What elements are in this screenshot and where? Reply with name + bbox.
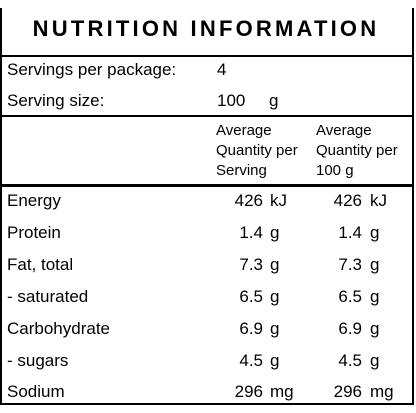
divider-table [0, 184, 412, 187]
per-100g-value: 1.4 [338, 223, 362, 242]
per-100g-value: 6.9 [338, 319, 362, 338]
per-serving-value: 426 [234, 191, 263, 210]
per-100g-unit: g [370, 255, 380, 274]
per-serving-value: 6.5 [239, 287, 263, 306]
column-header-line: Serving [216, 162, 267, 179]
serving-size-unit: g [269, 91, 279, 110]
per-100g-value: 7.3 [338, 255, 362, 274]
per-serving-value: 1.4 [239, 223, 263, 242]
nutrient-name: Energy [7, 191, 61, 210]
per-serving-unit: g [270, 287, 280, 306]
per-100g-unit: g [370, 319, 380, 338]
column-header-line: 100 g [316, 162, 354, 179]
per-serving-value: 6.9 [239, 319, 263, 338]
per-100g-unit: mg [370, 382, 394, 401]
per-100g-unit: kJ [370, 191, 387, 210]
divider-header [0, 115, 412, 117]
nutrient-name: Fat, total [7, 255, 74, 274]
column-header-per-100g: Average Quantity per 100 g [316, 121, 398, 181]
per-100g-value: 4.5 [338, 351, 362, 370]
nutrient-name: Carbohydrate [7, 319, 111, 338]
column-header-per-serving: Average Quantity per Serving [216, 121, 298, 181]
column-header-line: Average [316, 122, 372, 139]
per-serving-unit: g [270, 319, 280, 338]
per-serving-value: 7.3 [239, 255, 263, 274]
nutrition-panel [0, 8, 414, 405]
nutrient-name: Sodium [7, 382, 65, 401]
per-100g-unit: g [370, 223, 380, 242]
per-100g-value: 6.5 [338, 287, 362, 306]
servings-per-package-value: 4 [217, 60, 227, 79]
per-serving-unit: kJ [270, 191, 287, 210]
nutrient-name: Protein [7, 223, 61, 242]
column-header-line: Average [216, 122, 272, 139]
divider-title [0, 55, 412, 57]
panel-title: NUTRITION INFORMATION [32, 16, 380, 41]
column-header-line: Quantity per [216, 142, 298, 159]
per-serving-unit: mg [270, 382, 294, 401]
per-serving-value: 296 [234, 382, 263, 401]
per-100g-unit: g [370, 351, 380, 370]
per-serving-unit: g [270, 223, 280, 242]
per-serving-value: 4.5 [239, 351, 263, 370]
per-100g-unit: g [370, 287, 380, 306]
per-100g-value: 426 [333, 191, 362, 210]
per-serving-unit: g [270, 351, 280, 370]
nutrient-name: - saturated [7, 287, 89, 306]
column-header-line: Quantity per [316, 142, 398, 159]
serving-size-value: 100 [217, 91, 246, 110]
per-serving-unit: g [270, 255, 280, 274]
serving-size-label: Serving size: [7, 91, 105, 110]
nutrient-name: - sugars [7, 351, 69, 370]
servings-per-package-label: Servings per package: [7, 60, 177, 79]
cropped-top-text [0, 0, 416, 8]
per-100g-value: 296 [333, 382, 362, 401]
